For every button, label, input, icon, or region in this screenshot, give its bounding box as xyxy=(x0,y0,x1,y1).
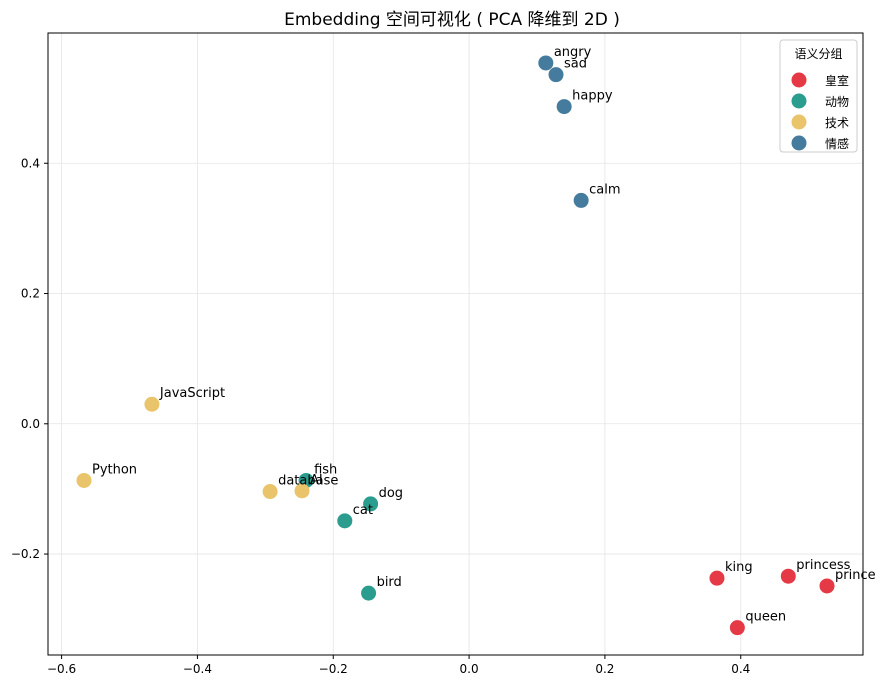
y-tick-label: 0.2 xyxy=(21,287,40,301)
point-label-sad: sad xyxy=(564,57,587,72)
point-label-ai: AI xyxy=(310,473,323,488)
point-label-happy: happy xyxy=(572,89,613,104)
data-point-angry xyxy=(538,55,554,71)
data-point-javascript xyxy=(144,396,160,412)
data-point-cat xyxy=(337,513,353,529)
data-point-king xyxy=(709,570,725,586)
legend-entry-label: 情感 xyxy=(825,136,849,151)
grid-lines xyxy=(48,33,863,655)
data-point-prince xyxy=(819,578,835,594)
data-point-calm xyxy=(573,192,589,208)
data-point-dog xyxy=(363,496,379,512)
data-points xyxy=(76,55,835,636)
plot-frame xyxy=(47,32,864,656)
y-tick-label: −0.2 xyxy=(11,547,40,561)
point-label-fish: fish xyxy=(314,462,337,477)
data-point-princess xyxy=(780,568,796,584)
data-point-happy xyxy=(556,99,572,115)
data-point-ai xyxy=(294,483,310,499)
point-label-javascript: JavaScript xyxy=(159,386,225,401)
legend-title: 语义分组 xyxy=(794,47,842,61)
point-label-prince: prince xyxy=(835,568,876,583)
x-tick-label: 0.4 xyxy=(731,662,750,676)
legend-entry-label: 技术 xyxy=(825,116,849,130)
data-point-database xyxy=(262,484,278,500)
point-label-bird: bird xyxy=(377,575,402,590)
x-tick-label: −0.6 xyxy=(47,662,76,676)
data-point-queen xyxy=(729,620,745,636)
point-label-king: king xyxy=(725,560,753,575)
x-tick-label: −0.4 xyxy=(183,662,212,676)
point-label-cat: cat xyxy=(353,503,373,518)
y-tick-label: 0.4 xyxy=(21,156,40,170)
legend-marker xyxy=(791,93,807,109)
point-label-python: Python xyxy=(92,462,137,477)
point-label-dog: dog xyxy=(379,486,403,501)
data-point-sad xyxy=(548,67,564,83)
y-tick-label: 0.0 xyxy=(21,417,40,431)
point-label-calm: calm xyxy=(589,182,620,197)
x-tick-label: 0.2 xyxy=(595,662,614,676)
point-label-angry: angry xyxy=(554,45,592,60)
x-tick-label: −0.2 xyxy=(319,662,348,676)
point-label-queen: queen xyxy=(745,610,786,625)
legend-marker xyxy=(791,114,807,130)
legend-marker xyxy=(791,135,807,151)
chart-title: Embedding 空间可视化 ( PCA 降维到 2D ) xyxy=(284,10,620,30)
legend-entry-label: 皇室 xyxy=(825,73,849,88)
point-label-database: database xyxy=(278,474,338,489)
axis-ticks: −0.6 −0.4 −0.2 0.0 0.2 0.4 −0.2 0.0 0.2 0.4 xyxy=(11,156,750,676)
legend-entry-label: 动物 xyxy=(825,95,849,109)
data-point-python xyxy=(76,472,92,488)
point-label-princess: princess xyxy=(796,558,850,573)
data-point-bird xyxy=(361,585,377,601)
x-tick-label: 0.0 xyxy=(460,662,479,676)
legend-marker xyxy=(791,72,807,88)
